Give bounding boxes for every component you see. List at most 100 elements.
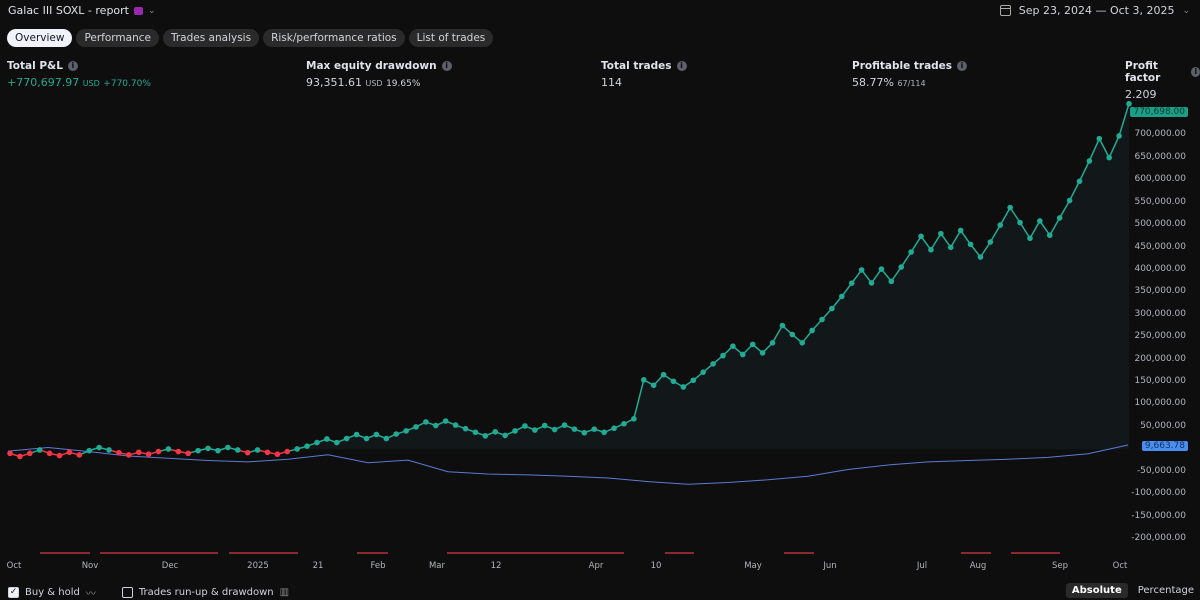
equity-point	[1076, 178, 1083, 185]
equity-point	[512, 428, 518, 434]
equity-point	[433, 422, 439, 429]
equity-point	[46, 450, 53, 457]
y-tick-label: 450,000.00	[1134, 241, 1186, 252]
x-tick-label: Feb	[370, 561, 386, 571]
equity-point	[373, 431, 380, 438]
y-tick-label: 100,000.00	[1134, 398, 1186, 409]
x-tick-label: Oct	[6, 561, 22, 571]
equity-line-segment	[979, 241, 991, 258]
stat-value: 58.77%	[852, 76, 894, 89]
stat-sub: 67/114	[897, 79, 926, 88]
equity-point	[541, 422, 548, 429]
tab-performance[interactable]: Performance	[76, 29, 159, 47]
buy-hold-label[interactable]: Buy & hold	[25, 587, 80, 598]
tab-bar: Overview Performance Trades analysis Ris…	[7, 29, 494, 47]
equity-point	[126, 452, 132, 458]
equity-point	[135, 449, 142, 456]
x-tick-label: 12	[490, 561, 502, 571]
drawdown-period-bar	[1011, 552, 1060, 554]
equity-point	[254, 447, 261, 453]
date-range-selector[interactable]: Sep 23, 2024 — Oct 3, 2025 ⌄	[999, 4, 1190, 17]
equity-line-segment	[1019, 222, 1031, 239]
equity-point	[730, 343, 736, 349]
equity-line-segment	[950, 230, 962, 248]
equity-point	[363, 435, 370, 442]
equity-line-segment	[890, 266, 902, 282]
report-title-text: Galac III SOXL - report	[8, 4, 129, 17]
report-title[interactable]: Galac III SOXL - report ⌄	[8, 4, 156, 17]
y-tick-label: 250,000.00	[1134, 331, 1186, 342]
equity-point	[185, 450, 192, 457]
tab-trades-analysis[interactable]: Trades analysis	[162, 29, 260, 47]
equity-line-segment	[1088, 138, 1100, 162]
stat-profit-factor: Profit factor i 2.209	[1125, 60, 1200, 101]
buy-hold-checkbox[interactable]: ✓	[8, 587, 19, 598]
drawdown-period-bar	[447, 552, 624, 554]
info-icon[interactable]: i	[441, 61, 452, 71]
equity-point	[957, 227, 964, 234]
info-icon[interactable]: i	[957, 61, 968, 71]
equity-point	[274, 451, 281, 458]
x-tick-label: 2025	[247, 561, 269, 571]
equity-point	[908, 249, 914, 255]
equity-point	[343, 435, 350, 442]
tab-overview[interactable]: Overview	[7, 29, 73, 47]
equity-line-segment	[1098, 138, 1110, 158]
absolute-button[interactable]: Absolute	[1065, 583, 1128, 598]
equity-point	[868, 280, 875, 286]
equity-point	[502, 432, 508, 439]
stat-unit: USD	[365, 79, 383, 88]
equity-point	[848, 280, 855, 286]
stat-label: Total P&L	[7, 60, 63, 72]
equity-point	[967, 241, 974, 248]
stat-total-pnl: Total P&L i +770,697.97 USD +770.70%	[7, 60, 151, 89]
stat-value: +770,697.97	[7, 76, 80, 89]
tab-risk-performance-ratios[interactable]: Risk/performance ratios	[263, 29, 405, 47]
tab-list-of-trades[interactable]: List of trades	[408, 29, 494, 47]
x-tick-label: Oct	[1112, 561, 1128, 571]
y-tick-label: 550,000.00	[1134, 196, 1186, 207]
equity-point	[294, 446, 300, 452]
equity-point	[175, 448, 182, 455]
equity-point	[225, 444, 231, 451]
equity-point	[650, 382, 657, 389]
x-tick-label: 10	[650, 561, 662, 571]
equity-point	[27, 450, 33, 457]
equity-point	[591, 426, 598, 432]
equity-point	[492, 429, 499, 435]
runup-drawdown-label[interactable]: Trades run-up & drawdown	[138, 587, 274, 598]
equity-point	[631, 416, 637, 422]
equity-point	[700, 369, 706, 375]
equity-point	[403, 428, 409, 434]
stat-max-drawdown: Max equity drawdown i 93,351.61 USD 19.65…	[306, 60, 452, 89]
equity-point	[640, 376, 647, 383]
equity-line-segment	[900, 251, 912, 268]
equity-point	[799, 340, 806, 346]
y-tick-label: 300,000.00	[1134, 308, 1186, 319]
equity-point	[76, 452, 83, 458]
equity-point	[1027, 235, 1033, 242]
equity-point	[1056, 215, 1063, 221]
equity-point	[1017, 219, 1023, 226]
percentage-button[interactable]: Percentage	[1137, 585, 1194, 596]
equity-line-segment	[771, 325, 784, 344]
x-tick-label: Apr	[588, 561, 604, 571]
equity-point	[789, 331, 796, 338]
runup-drawdown-checkbox[interactable]	[121, 587, 133, 598]
equity-point	[809, 327, 815, 334]
stat-label: Total trades	[601, 60, 672, 72]
equity-point	[284, 448, 291, 455]
info-icon[interactable]: i	[67, 61, 78, 71]
stat-total-trades: Total trades i 114	[601, 60, 687, 89]
equity-point	[165, 446, 172, 452]
equity-point	[710, 361, 716, 367]
equity-point	[819, 316, 825, 323]
drawdown-period-bar	[784, 552, 814, 554]
y-tick-label: -150,000.00	[1131, 510, 1186, 521]
equity-line-segment	[940, 233, 952, 248]
equity-point	[7, 450, 13, 457]
info-icon[interactable]: i	[1191, 67, 1200, 77]
date-range-text: Sep 23, 2024 — Oct 3, 2025	[1018, 4, 1175, 17]
info-icon[interactable]: i	[676, 61, 687, 71]
